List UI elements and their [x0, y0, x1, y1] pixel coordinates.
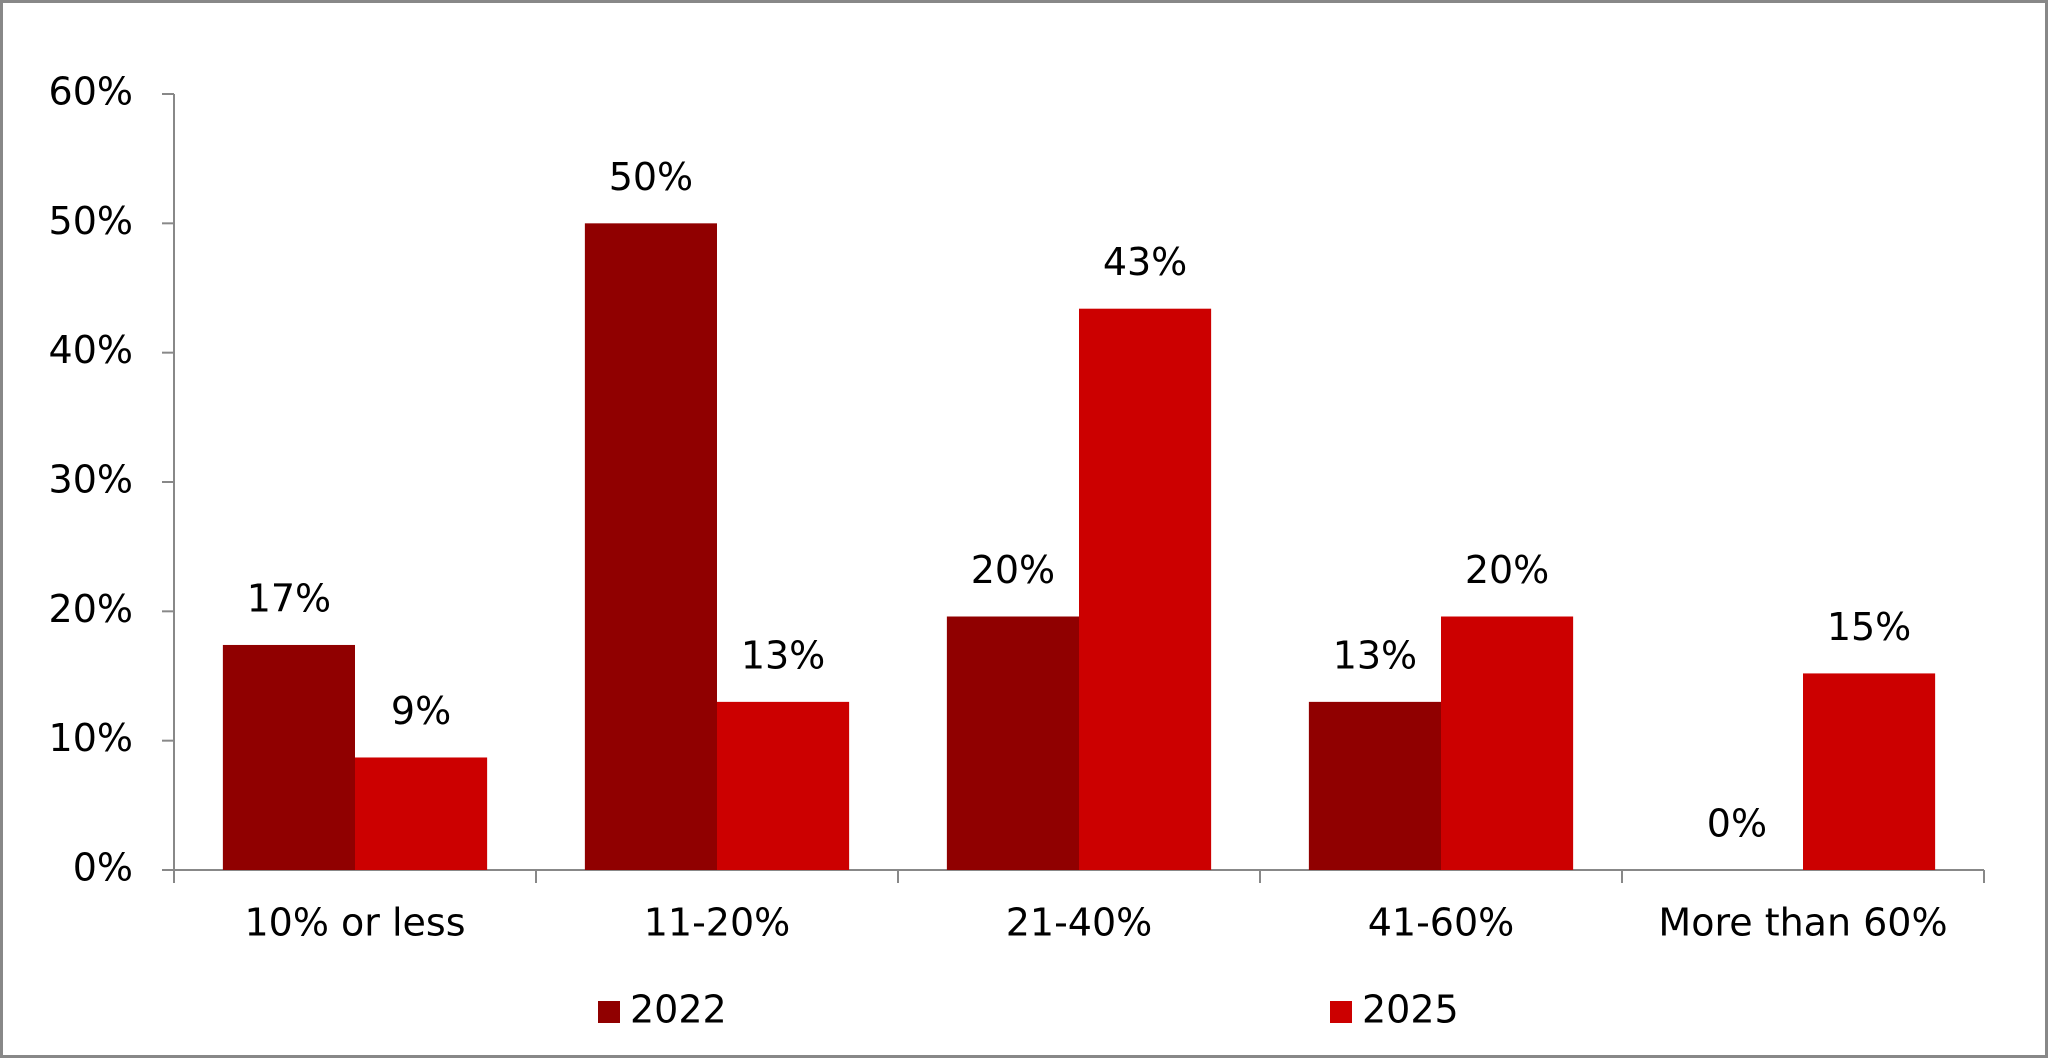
value-label: 43% [1103, 240, 1187, 284]
x-tick-label: 41-60% [1368, 901, 1515, 945]
value-label: 50% [609, 155, 693, 199]
value-label: 13% [1333, 633, 1417, 677]
bar [1441, 616, 1574, 870]
bar [222, 644, 355, 870]
y-tick-label: 10% [49, 716, 133, 760]
x-tick-label: 21-40% [1006, 901, 1153, 945]
bar [1308, 701, 1441, 870]
x-tick-label: 10% or less [244, 901, 465, 945]
bar [355, 757, 488, 870]
bar [717, 701, 850, 870]
x-tick-label: More than 60% [1658, 901, 1947, 945]
value-label: 20% [971, 548, 1055, 592]
y-tick-label: 0% [73, 846, 133, 890]
y-tick-label: 50% [49, 199, 133, 243]
value-label: 9% [391, 689, 451, 733]
value-label: 0% [1707, 802, 1767, 846]
legend-label: 2022 [630, 988, 727, 1032]
bar [1803, 673, 1936, 870]
y-tick-label: 40% [49, 328, 133, 372]
value-label: 17% [247, 576, 331, 620]
legend-label: 2025 [1362, 988, 1459, 1032]
value-label: 20% [1465, 548, 1549, 592]
y-tick-label: 20% [49, 587, 133, 631]
bar [584, 223, 717, 871]
y-tick-label: 30% [49, 458, 133, 502]
bar [946, 616, 1079, 870]
y-tick-label: 60% [49, 70, 133, 114]
legend-swatch [1330, 1001, 1352, 1023]
legend-swatch [598, 1001, 620, 1023]
x-tick-label: 11-20% [644, 901, 791, 945]
value-label: 13% [741, 633, 825, 677]
bar [1079, 308, 1212, 870]
value-label: 15% [1827, 605, 1911, 649]
